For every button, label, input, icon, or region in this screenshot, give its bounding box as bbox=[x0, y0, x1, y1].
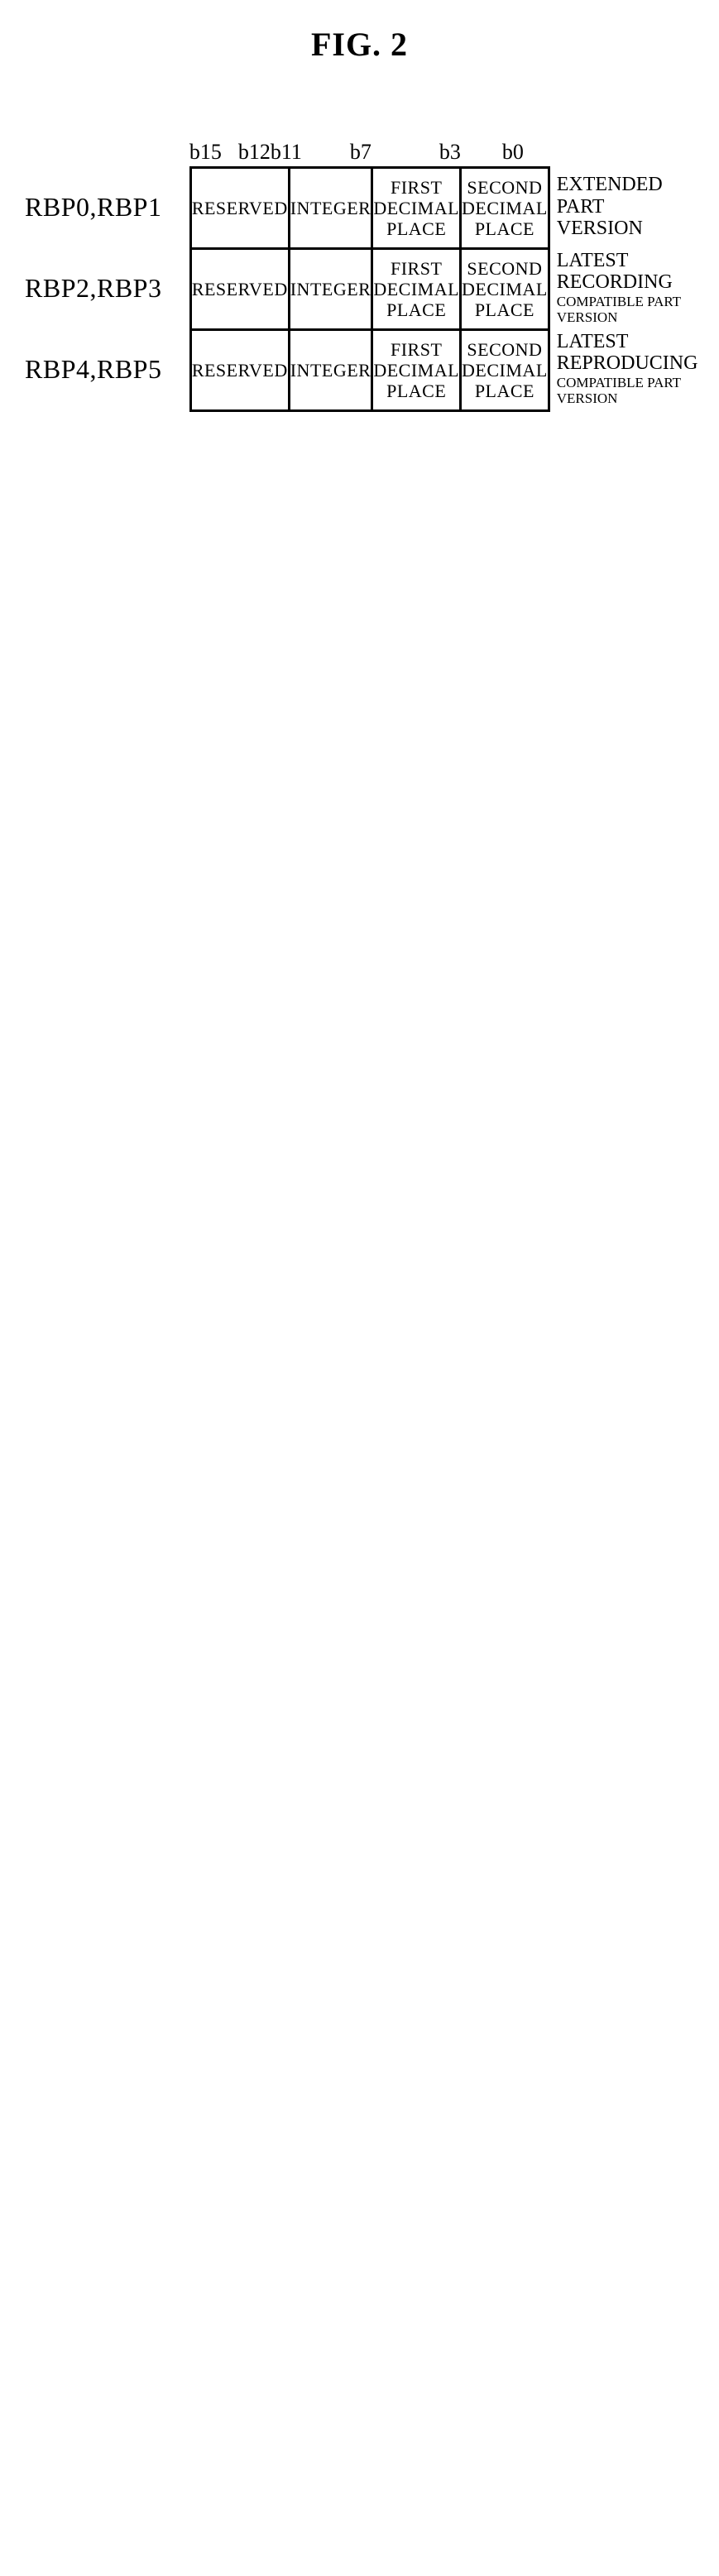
cell-line: SECOND DECIMAL bbox=[462, 339, 548, 381]
figure-body: RBP0,RBP1 RBP2,RBP3 RBP4,RBP5 b15 b12 b1… bbox=[25, 138, 702, 412]
right-label-line: LATEST RECORDING bbox=[557, 250, 702, 294]
bit-label: b15 bbox=[189, 140, 222, 165]
bit-label: b12 bbox=[238, 140, 271, 165]
cell-integer: INTEGER bbox=[289, 249, 372, 330]
bit-label: b11 bbox=[271, 140, 302, 165]
row-labels-left: RBP0,RBP1 RBP2,RBP3 RBP4,RBP5 bbox=[25, 166, 189, 409]
cell-line: SECOND DECIMAL bbox=[462, 177, 548, 218]
table-row: RESERVED INTEGER FIRST DECIMAL PLACE SEC… bbox=[190, 168, 549, 249]
table-area: b15 b12 b11 b7 b3 b0 RESERVED INTEGER FI… bbox=[189, 138, 550, 412]
figure-title: FIG. 2 bbox=[17, 25, 702, 64]
row-labels-right: EXTENDED PART VERSION LATEST RECORDING C… bbox=[557, 166, 702, 409]
cell-reserved: RESERVED bbox=[190, 330, 289, 411]
bit-label: b0 bbox=[502, 140, 524, 165]
right-label: EXTENDED PART VERSION bbox=[557, 166, 702, 247]
bit-header-row: b15 b12 b11 b7 b3 b0 bbox=[189, 138, 550, 166]
cell-line: PLACE bbox=[386, 381, 446, 401]
cell-line: FIRST DECIMAL bbox=[373, 339, 459, 381]
right-label-line: EXTENDED PART bbox=[557, 174, 702, 218]
cell-line: SECOND DECIMAL bbox=[462, 258, 548, 299]
cell-second-decimal: SECOND DECIMAL PLACE bbox=[461, 249, 549, 330]
cell-first-decimal: FIRST DECIMAL PLACE bbox=[372, 168, 461, 249]
cell-reserved: RESERVED bbox=[190, 249, 289, 330]
bit-label: b7 bbox=[350, 140, 371, 165]
right-label-line: LATEST REPRODUCING bbox=[557, 331, 702, 375]
cell-line: FIRST DECIMAL bbox=[373, 258, 459, 299]
right-label: LATEST RECORDING COMPATIBLE PART VERSION bbox=[557, 247, 702, 328]
cell-first-decimal: FIRST DECIMAL PLACE bbox=[372, 330, 461, 411]
cell-line: PLACE bbox=[475, 381, 534, 401]
cell-first-decimal: FIRST DECIMAL PLACE bbox=[372, 249, 461, 330]
cell-reserved: RESERVED bbox=[190, 168, 289, 249]
right-label: LATEST REPRODUCING COMPATIBLE PART VERSI… bbox=[557, 328, 702, 409]
cell-second-decimal: SECOND DECIMAL PLACE bbox=[461, 168, 549, 249]
cell-line: PLACE bbox=[475, 299, 534, 320]
cell-integer: INTEGER bbox=[289, 168, 372, 249]
cell-line: PLACE bbox=[386, 218, 446, 239]
cell-integer: INTEGER bbox=[289, 330, 372, 411]
cell-line: PLACE bbox=[386, 299, 446, 320]
cell-second-decimal: SECOND DECIMAL PLACE bbox=[461, 330, 549, 411]
cell-line: FIRST DECIMAL bbox=[373, 177, 459, 218]
version-table: RESERVED INTEGER FIRST DECIMAL PLACE SEC… bbox=[189, 166, 550, 412]
table-row: RESERVED INTEGER FIRST DECIMAL PLACE SEC… bbox=[190, 330, 549, 411]
bit-label: b3 bbox=[439, 140, 461, 165]
table-row: RESERVED INTEGER FIRST DECIMAL PLACE SEC… bbox=[190, 249, 549, 330]
row-label: RBP2,RBP3 bbox=[25, 247, 189, 328]
row-label: RBP4,RBP5 bbox=[25, 328, 189, 409]
right-label-small: COMPATIBLE PART VERSION bbox=[557, 294, 702, 326]
right-label-small: COMPATIBLE PART VERSION bbox=[557, 375, 702, 407]
row-label: RBP0,RBP1 bbox=[25, 166, 189, 247]
right-label-line: VERSION bbox=[557, 218, 702, 239]
cell-line: PLACE bbox=[475, 218, 534, 239]
